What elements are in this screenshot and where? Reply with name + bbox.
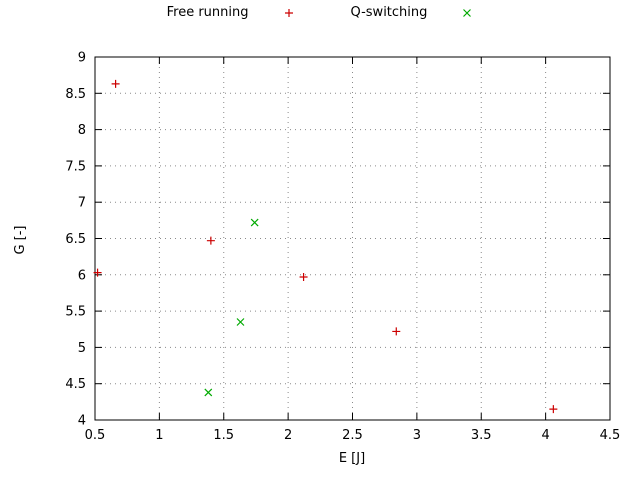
data-point-plus	[206, 236, 215, 245]
legend-item-free-running: Free running	[167, 5, 295, 20]
y-tick-label: 4	[78, 414, 86, 429]
legend-item-q-switching: Q-switching	[351, 5, 474, 20]
y-tick-label: 6	[78, 268, 86, 283]
legend: Free running Q-switching	[0, 5, 640, 20]
x-tick-label: 1.5	[213, 428, 234, 443]
y-tick-label: 8.5	[65, 87, 86, 102]
y-tick-label: 4.5	[65, 377, 86, 392]
y-tick-label: 6.5	[65, 232, 86, 247]
data-point-plus	[392, 327, 401, 336]
data-point-cross	[250, 218, 259, 227]
plot-border	[94, 56, 611, 421]
x-tick-label: 3.5	[471, 428, 492, 443]
y-tick-label: 9	[78, 51, 86, 66]
legend-label-q-switching: Q-switching	[350, 5, 428, 20]
x-tick-label: 4	[541, 428, 549, 443]
data-point-cross	[236, 318, 245, 326]
x-tick-label: 4.5	[600, 428, 621, 443]
y-tick-label: 5.5	[65, 305, 86, 320]
legend-label-free-running: Free running	[166, 5, 249, 20]
x-tick-label: 0.5	[85, 428, 106, 443]
data-point-plus	[299, 272, 308, 281]
y-tick-label: 7.5	[65, 159, 86, 174]
x-tick-label: 2	[284, 428, 292, 443]
cross-marker-icon	[461, 7, 473, 19]
y-tick-label: 7	[78, 196, 86, 211]
y-tick-label: 8	[78, 123, 86, 138]
x-axis-label: E [J]	[339, 451, 365, 466]
data-point-cross	[204, 388, 213, 397]
x-tick-label: 1	[155, 428, 163, 443]
y-axis-label: G [-]	[13, 225, 28, 254]
y-tick-label: 5	[78, 341, 86, 356]
x-tick-label: 2.5	[342, 428, 363, 443]
data-point-plus	[93, 268, 102, 277]
plus-marker-icon	[283, 7, 295, 19]
data-point-plus	[111, 79, 120, 88]
x-tick-label: 3	[413, 428, 421, 443]
data-point-plus	[549, 405, 558, 414]
